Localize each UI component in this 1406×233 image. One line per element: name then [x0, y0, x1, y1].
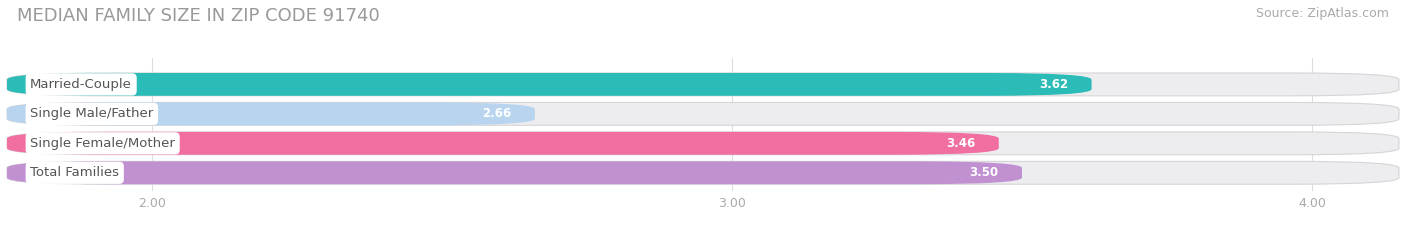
Text: MEDIAN FAMILY SIZE IN ZIP CODE 91740: MEDIAN FAMILY SIZE IN ZIP CODE 91740 [17, 7, 380, 25]
Text: Single Female/Mother: Single Female/Mother [31, 137, 176, 150]
FancyBboxPatch shape [7, 103, 1399, 125]
Text: Married-Couple: Married-Couple [31, 78, 132, 91]
Text: Single Male/Father: Single Male/Father [31, 107, 153, 120]
Text: Total Families: Total Families [31, 166, 120, 179]
Text: Source: ZipAtlas.com: Source: ZipAtlas.com [1256, 7, 1389, 20]
Text: 3.46: 3.46 [946, 137, 976, 150]
FancyBboxPatch shape [7, 73, 1399, 96]
Text: 3.50: 3.50 [970, 166, 998, 179]
FancyBboxPatch shape [7, 132, 1399, 155]
FancyBboxPatch shape [7, 161, 1399, 184]
FancyBboxPatch shape [7, 73, 1091, 96]
Text: 2.66: 2.66 [482, 107, 512, 120]
FancyBboxPatch shape [7, 103, 534, 125]
Text: 3.62: 3.62 [1039, 78, 1069, 91]
FancyBboxPatch shape [7, 132, 998, 155]
FancyBboxPatch shape [7, 161, 1022, 184]
